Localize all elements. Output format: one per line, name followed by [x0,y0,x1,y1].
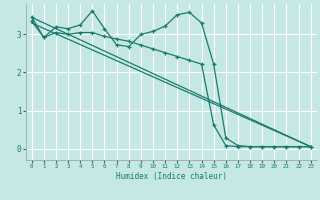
X-axis label: Humidex (Indice chaleur): Humidex (Indice chaleur) [116,172,227,181]
